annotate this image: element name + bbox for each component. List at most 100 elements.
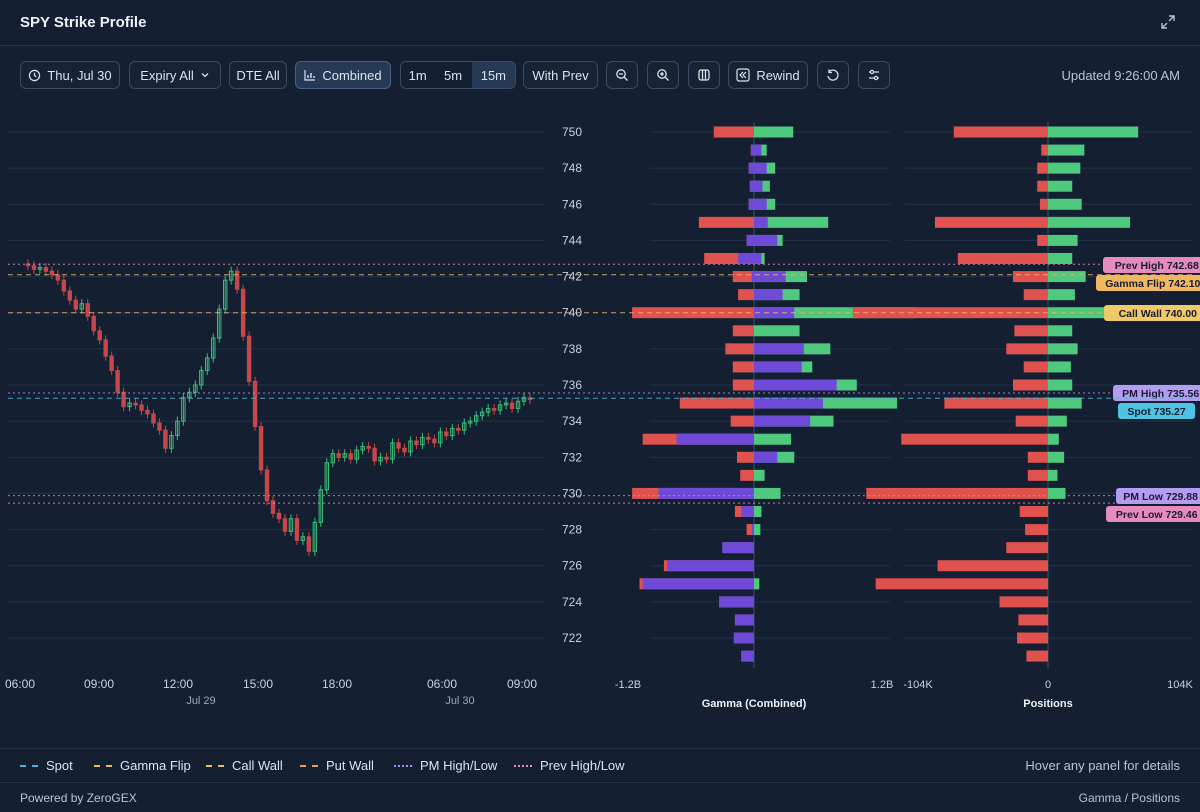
time-label: 18:00 [322, 677, 352, 691]
columns-icon [698, 69, 710, 81]
legend: Spot Gamma Flip Call Wall Put Wall PM Hi… [0, 748, 1200, 782]
position-put-bar [1027, 469, 1048, 481]
gamma-purple-bar [738, 253, 754, 264]
strike-label: 724 [562, 595, 582, 609]
level-tag-gamma_flip [1096, 275, 1200, 291]
position-put-bar [953, 126, 1048, 138]
strike-label: 746 [562, 197, 582, 211]
strike-profile-chart[interactable]: Prev High 742.68 Gamma Flip 742.10 Call Wa… [0, 108, 1200, 738]
candle-body [43, 267, 49, 272]
candle-body [342, 453, 347, 458]
level-tag-label: Spot 735.27 [1127, 406, 1186, 418]
strike-label: 744 [562, 233, 582, 247]
candle-body [348, 453, 353, 460]
strike-label: 728 [562, 523, 582, 537]
candle-body [384, 456, 389, 460]
rewind-button[interactable]: Rewind [728, 61, 808, 89]
rewind-label: Rewind [756, 67, 800, 83]
candle-body [49, 270, 55, 276]
legend-gamma-flip: Gamma Flip [94, 758, 191, 773]
time-label: 12:00 [163, 677, 193, 691]
charts-area[interactable]: Prev High 742.68 Gamma Flip 742.10 Call Wa… [0, 108, 1200, 738]
position-call-bar [1048, 234, 1078, 246]
strike-label: 738 [562, 342, 582, 356]
candle-body [396, 442, 401, 449]
gamma-put-bar [738, 289, 754, 301]
position-call-bar [1048, 487, 1066, 499]
clock-icon [29, 69, 41, 81]
pm-line-swatch [394, 764, 412, 767]
date-picker-button[interactable]: Thu, Jul 30 [20, 61, 120, 89]
candle-body [157, 422, 162, 431]
candle-body [509, 402, 515, 409]
candle-body [121, 391, 126, 408]
position-call-bar [1048, 361, 1071, 373]
gamma-purple-bar [746, 234, 754, 246]
reset-button[interactable] [817, 61, 849, 89]
candle-body [462, 422, 467, 431]
expiry-dropdown[interactable]: Expiry All [129, 61, 221, 89]
candle-body [390, 442, 395, 460]
combined-label: Combined [322, 67, 382, 83]
expand-icon[interactable] [1160, 14, 1176, 30]
gamma-purple-bar [750, 144, 754, 156]
level-tag-label: Prev High 742.68 [1115, 260, 1199, 272]
combined-button[interactable]: Combined [295, 61, 391, 89]
candle-body [246, 335, 252, 382]
time-label: 09:00 [84, 677, 114, 691]
date-label: Jul 29 [186, 695, 215, 707]
gamma-purple-bar [754, 162, 767, 174]
gamma-put-bar [725, 343, 754, 355]
interval-5m[interactable]: 5m [444, 67, 463, 83]
level-tag-label: Prev Low 729.46 [1116, 509, 1198, 521]
gamma-min-label: -1.2B [615, 679, 641, 691]
candle-body [109, 355, 114, 372]
candle-body [31, 265, 37, 270]
legend-spot-label: Spot [46, 758, 73, 773]
gamma-purple-bar [751, 524, 754, 536]
candle-body [193, 384, 198, 393]
position-call-bar [1048, 162, 1081, 174]
strike-label: 722 [562, 631, 582, 645]
chevron-down-icon [201, 73, 209, 78]
candle-body [91, 315, 96, 332]
position-call-bar [1048, 198, 1082, 210]
candle-body [414, 440, 419, 446]
zoom-out-button[interactable] [606, 61, 638, 89]
columns-button[interactable] [688, 61, 720, 89]
candle-body [474, 415, 479, 422]
gamma-flip-line-swatch [94, 764, 112, 767]
strike-label: 732 [562, 450, 582, 464]
position-put-bar [1014, 325, 1048, 337]
spot-line-swatch [20, 764, 38, 767]
gamma-put-bar [737, 451, 754, 463]
gamma-purple-bar [754, 361, 802, 373]
position-put-bar [1027, 451, 1048, 463]
page-title: SPY Strike Profile [20, 14, 147, 31]
candle-body [217, 308, 222, 339]
candle-body [294, 518, 300, 541]
candle-body [324, 462, 330, 491]
position-call-bar [1048, 271, 1086, 283]
candle-body [282, 518, 288, 532]
dte-button[interactable]: DTE All [229, 61, 287, 89]
position-put-bar [1037, 234, 1048, 246]
candle-body [25, 263, 31, 267]
candle-body [73, 299, 78, 310]
settings-button[interactable] [858, 61, 890, 89]
prev-line-swatch [514, 764, 532, 767]
gamma-put-bar [732, 361, 754, 373]
gamma-call-bar [754, 524, 761, 536]
gamma-call-bar [754, 469, 765, 481]
candle-body [276, 512, 282, 520]
zoom-in-button[interactable] [647, 61, 679, 89]
gamma-purple-bar [754, 198, 767, 210]
interval-1m[interactable]: 1m [408, 67, 427, 83]
candle-body [432, 438, 437, 444]
price-candles [25, 259, 533, 556]
gamma-put-bar [679, 397, 754, 409]
with-prev-button[interactable]: With Prev [523, 61, 598, 89]
date-label: Jul 30 [445, 695, 474, 707]
interval-15m[interactable]: 15m [471, 62, 515, 88]
position-put-bar [957, 253, 1048, 264]
